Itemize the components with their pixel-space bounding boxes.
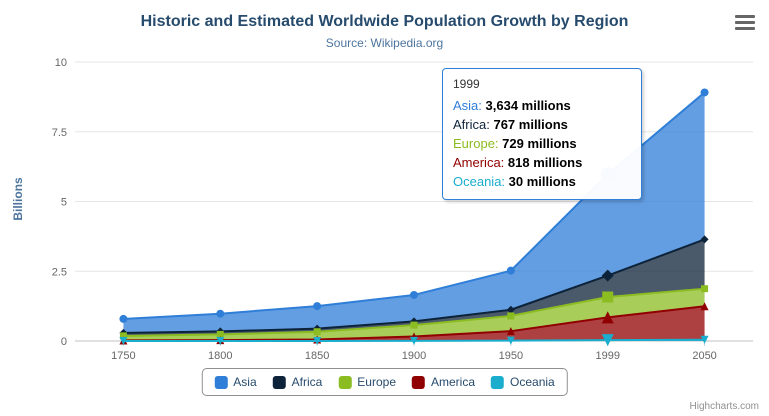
area-america bbox=[123, 306, 705, 341]
x-axis-tick-label: 1750 bbox=[111, 350, 135, 362]
legend-item-america[interactable]: America bbox=[412, 375, 475, 389]
tooltip-series-label: Oceania: bbox=[453, 174, 509, 189]
legend-item-europe[interactable]: Europe bbox=[338, 375, 396, 389]
point-asia-1950[interactable] bbox=[506, 266, 515, 275]
tooltip-row-oceania: Oceania: 30 millions bbox=[453, 172, 631, 191]
tooltip-row-america: America: 818 millions bbox=[453, 153, 631, 172]
point-asia-1850[interactable] bbox=[313, 302, 322, 311]
legend-symbol-oceania bbox=[491, 375, 505, 389]
tooltip-series-label: Europe: bbox=[453, 136, 503, 151]
tooltip: 1999 Asia: 3,634 millions Africa: 767 mil… bbox=[442, 68, 642, 200]
tooltip-series-value: 3,634 millions bbox=[485, 98, 571, 113]
tooltip-series-value: 30 millions bbox=[508, 174, 576, 189]
legend-label: Europe bbox=[357, 375, 397, 389]
x-axis-tick-label: 1999 bbox=[595, 350, 619, 362]
legend-label: Oceania bbox=[510, 375, 555, 389]
point-oceania-1999[interactable] bbox=[601, 334, 614, 347]
point-asia-2050[interactable] bbox=[700, 88, 709, 97]
x-axis-tick-label: 1800 bbox=[208, 350, 232, 362]
legend-label: Africa bbox=[291, 375, 323, 389]
point-america-1999[interactable] bbox=[601, 311, 614, 324]
legend: Asia Africa Europe America Oceania bbox=[201, 368, 568, 396]
legend-item-africa[interactable]: Africa bbox=[272, 375, 323, 389]
chart-title: Historic and Estimated Worldwide Populat… bbox=[140, 13, 629, 30]
point-oceania-1800[interactable] bbox=[216, 336, 225, 345]
point-europe-2050[interactable] bbox=[701, 285, 709, 293]
point-africa-1950[interactable] bbox=[506, 305, 515, 314]
point-africa-1999[interactable] bbox=[601, 269, 614, 282]
point-asia-1750[interactable] bbox=[119, 314, 128, 323]
y-axis-tick-label: 0 bbox=[61, 336, 67, 348]
x-axis-tick-label: 2050 bbox=[692, 350, 716, 362]
legend-symbol-asia bbox=[214, 375, 228, 389]
tooltip-series-value: 818 millions bbox=[507, 155, 583, 170]
legend-label: America bbox=[431, 375, 476, 389]
point-europe-1750[interactable] bbox=[119, 332, 127, 340]
legend-symbol-america bbox=[412, 375, 426, 389]
point-oceania-1750[interactable] bbox=[119, 336, 128, 345]
point-europe-1850[interactable] bbox=[313, 328, 321, 336]
tooltip-rows: Asia: 3,634 millions Africa: 767 millions… bbox=[453, 96, 631, 191]
tooltip-series-label: America: bbox=[453, 155, 508, 170]
area-africa bbox=[123, 239, 705, 336]
x-axis-tick-label: 1900 bbox=[402, 350, 426, 362]
legend-symbol-africa bbox=[272, 375, 286, 389]
y-axis-tick-label: 10 bbox=[55, 57, 67, 69]
point-europe-1950[interactable] bbox=[507, 312, 515, 320]
y-axis-tick-label: 7.5 bbox=[52, 127, 67, 139]
tooltip-row-asia: Asia: 3,634 millions bbox=[453, 96, 631, 115]
tooltip-header: 1999 bbox=[453, 77, 480, 91]
y-axis-title: Billions bbox=[11, 177, 25, 221]
y-axis-tick-label: 2.5 bbox=[52, 266, 67, 278]
point-oceania-1900[interactable] bbox=[410, 336, 418, 345]
tooltip-series-label: Africa: bbox=[453, 117, 494, 132]
context-menu-button[interactable] bbox=[733, 12, 757, 32]
hamburger-icon bbox=[735, 20, 755, 24]
x-axis-tick-label: 1850 bbox=[305, 350, 329, 362]
point-america-1950[interactable] bbox=[506, 327, 515, 336]
tooltip-series-value: 767 millions bbox=[493, 117, 568, 132]
tooltip-series-label: Asia: bbox=[453, 98, 486, 113]
point-america-2050[interactable] bbox=[700, 302, 709, 311]
point-europe-1900[interactable] bbox=[410, 321, 418, 329]
point-europe-1800[interactable] bbox=[216, 330, 224, 338]
hamburger-icon bbox=[735, 26, 755, 30]
y-axis-tick-label: 5 bbox=[61, 197, 67, 209]
point-oceania-1850[interactable] bbox=[313, 336, 322, 345]
point-africa-2050[interactable] bbox=[700, 235, 709, 244]
point-europe-1999[interactable] bbox=[602, 291, 614, 303]
point-oceania-2050[interactable] bbox=[700, 335, 709, 344]
hamburger-icon bbox=[735, 14, 755, 18]
legend-symbol-europe bbox=[338, 375, 352, 389]
point-asia-1900[interactable] bbox=[410, 290, 418, 299]
legend-label: Asia bbox=[233, 375, 257, 389]
tooltip-row-europe: Europe: 729 millions bbox=[453, 134, 631, 153]
x-axis-tick-label: 1950 bbox=[499, 350, 523, 362]
credits-link[interactable]: Highcharts.com bbox=[689, 401, 759, 412]
point-oceania-1950[interactable] bbox=[506, 336, 515, 345]
tooltip-row-africa: Africa: 767 millions bbox=[453, 115, 631, 134]
chart-subtitle: Source: Wikipedia.org bbox=[325, 36, 444, 50]
legend-item-asia[interactable]: Asia bbox=[214, 375, 257, 389]
area-asia bbox=[123, 92, 705, 333]
tooltip-series-value: 729 millions bbox=[502, 136, 577, 151]
legend-item-oceania[interactable]: Oceania bbox=[491, 375, 555, 389]
point-asia-1800[interactable] bbox=[216, 309, 225, 318]
